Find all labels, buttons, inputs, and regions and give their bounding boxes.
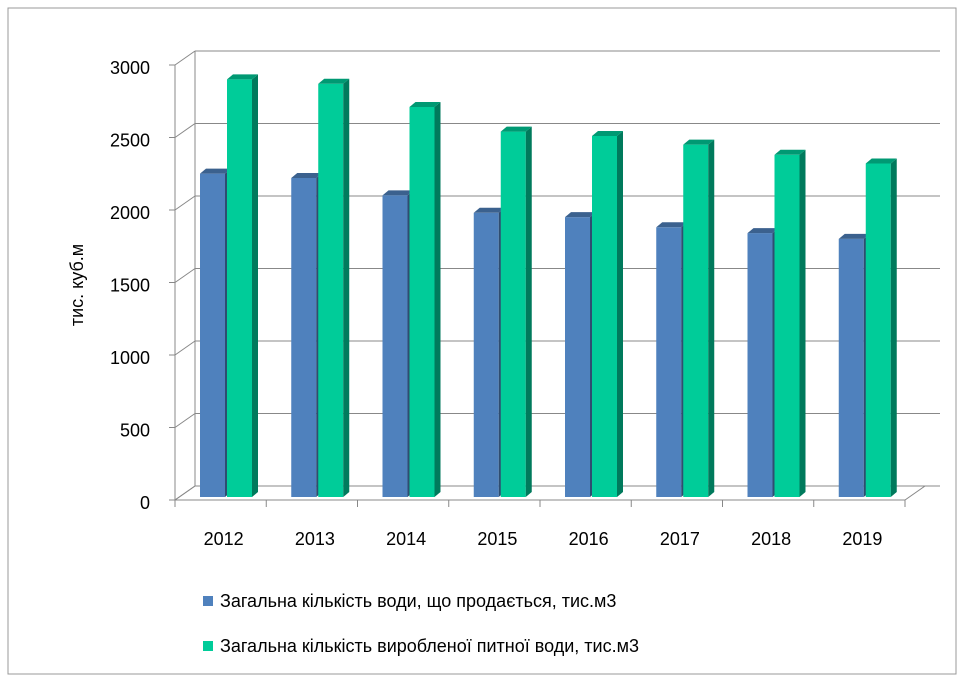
bar <box>318 78 350 497</box>
grid-line <box>174 268 196 283</box>
x-tick-label: 2012 <box>204 529 244 549</box>
bar-top <box>683 139 715 145</box>
bar-top <box>747 228 779 234</box>
bar-side <box>252 74 258 498</box>
grid-line <box>174 485 196 501</box>
bar-front <box>473 212 499 498</box>
grid-line <box>174 195 196 211</box>
bar-front <box>200 173 225 497</box>
x-tick-label: 2019 <box>842 529 882 549</box>
y-tick-label: 500 <box>120 420 150 440</box>
bar-front <box>683 144 709 497</box>
bar <box>838 233 870 497</box>
x-tick-label: 2013 <box>295 529 335 549</box>
bar-front <box>500 131 526 497</box>
bar-front <box>747 233 773 497</box>
grid-line <box>174 50 196 66</box>
bar-top <box>865 158 897 164</box>
bar-front <box>592 135 617 497</box>
bar <box>200 168 231 497</box>
y-tick-label: 2500 <box>110 130 150 150</box>
bar-top <box>592 130 623 136</box>
bar-side <box>617 130 623 497</box>
y-tick-label: 1000 <box>110 348 150 368</box>
bar-front <box>382 195 408 497</box>
grid-line <box>174 123 196 138</box>
legend-label: Загальна кількість води, що продається, … <box>220 591 616 611</box>
bar-top <box>200 168 231 174</box>
bar-top <box>565 212 596 218</box>
bar-side <box>799 149 806 498</box>
bar-front <box>318 83 344 497</box>
bar-side <box>525 126 532 497</box>
bar-top <box>318 78 350 84</box>
bar <box>865 158 897 497</box>
bar <box>774 149 806 498</box>
bar-front <box>865 163 891 497</box>
bar-top <box>656 222 688 228</box>
bar-front <box>291 178 317 497</box>
y-tick-label: 1500 <box>110 275 150 295</box>
grid-line <box>174 340 196 356</box>
x-tick-label: 2018 <box>751 529 791 549</box>
bar-side <box>890 158 897 497</box>
x-tick-label: 2015 <box>477 529 517 549</box>
bar-top <box>382 190 414 196</box>
bar-front <box>409 106 435 497</box>
bar <box>409 101 441 497</box>
bar <box>592 130 623 497</box>
bar-top <box>774 149 806 155</box>
bar-front <box>838 238 864 497</box>
x-tick-label: 2014 <box>386 529 426 549</box>
y-tick-label: 0 <box>140 493 150 513</box>
bar-front <box>565 217 590 497</box>
bar <box>500 126 532 497</box>
x-tick-label: 2016 <box>569 529 609 549</box>
bar <box>291 173 323 497</box>
bar-front <box>656 227 682 498</box>
y-tick-label: 2000 <box>110 203 150 223</box>
bar <box>473 207 505 498</box>
y-axis-label: тис. куб.м <box>67 244 87 326</box>
bar-top <box>838 233 870 239</box>
bar-side <box>708 139 715 497</box>
bar-top <box>500 126 532 132</box>
bar-top <box>409 101 441 107</box>
bar <box>382 190 414 497</box>
legend-swatch <box>203 641 213 651</box>
bar-side <box>434 101 441 497</box>
bar-front <box>774 154 800 498</box>
bar <box>565 212 596 497</box>
bar-top <box>291 173 323 178</box>
grid-line <box>174 413 196 428</box>
bar-front <box>227 79 252 498</box>
legend-swatch <box>203 596 213 606</box>
bar <box>683 139 715 497</box>
bar <box>747 228 779 497</box>
bar-top <box>473 207 505 213</box>
x-tick-label: 2017 <box>660 529 700 549</box>
bar-side <box>343 78 350 497</box>
legend-label: Загальна кількість виробленої питної вод… <box>220 636 639 656</box>
bar <box>227 74 258 498</box>
bar-top <box>227 74 258 80</box>
bar <box>656 222 688 498</box>
y-tick-label: 3000 <box>110 58 150 78</box>
